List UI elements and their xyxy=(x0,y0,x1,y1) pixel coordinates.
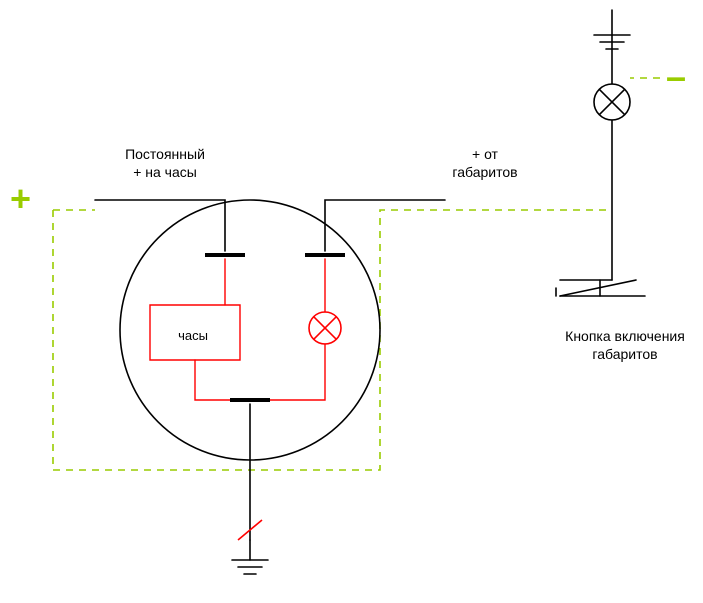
wire-green-group xyxy=(53,78,660,470)
symbol-group xyxy=(120,84,630,460)
diagram-root: Постоянный + на часы + от габаритов Кноп… xyxy=(0,0,703,603)
wire-black-group xyxy=(95,10,645,574)
label-from-lights: + от габаритов xyxy=(430,146,540,181)
label-button: Кнопка включения габаритов xyxy=(545,328,703,363)
label-constant-plus: Постоянный + на часы xyxy=(100,146,230,181)
minus-symbol: – xyxy=(666,54,686,99)
schematic-svg xyxy=(0,0,703,603)
label-clock: часы xyxy=(163,328,223,344)
plus-symbol: + xyxy=(10,176,31,221)
